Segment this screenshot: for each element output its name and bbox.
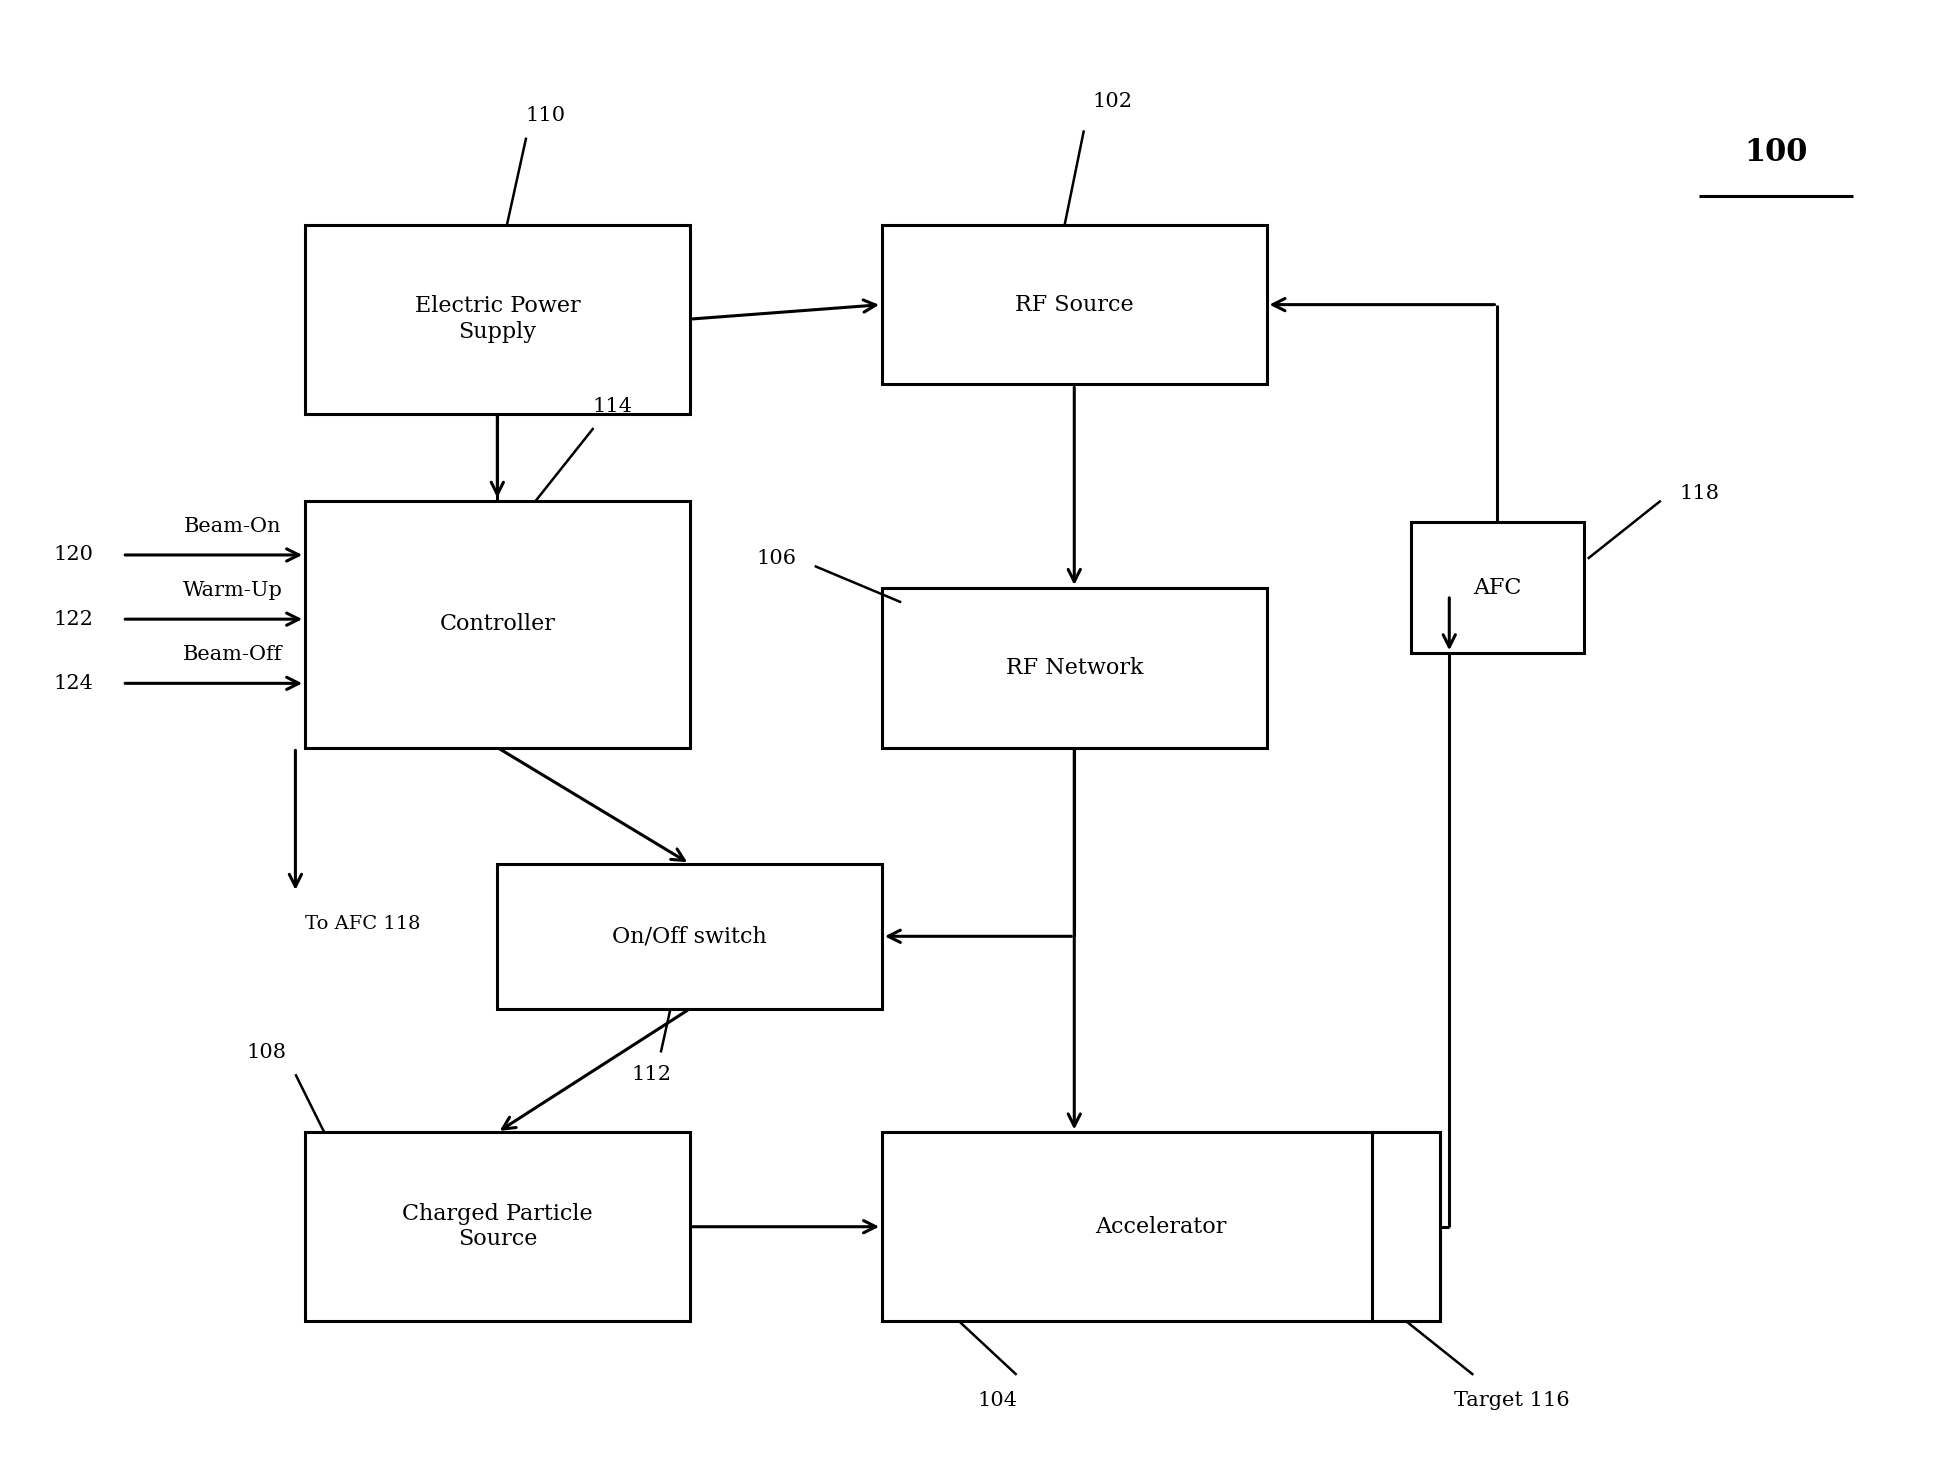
Text: Accelerator: Accelerator — [1094, 1215, 1226, 1237]
Text: To AFC 118: To AFC 118 — [304, 915, 420, 932]
Text: Charged Particle
Source: Charged Particle Source — [403, 1204, 593, 1250]
Text: 110: 110 — [525, 107, 566, 126]
Text: 108: 108 — [246, 1042, 287, 1061]
Text: 122: 122 — [54, 610, 93, 629]
Bar — [1371, 1132, 1439, 1321]
Text: 100: 100 — [1745, 136, 1807, 167]
Bar — [881, 1132, 1439, 1321]
Text: RF Source: RF Source — [1015, 293, 1133, 315]
Bar — [498, 863, 881, 1009]
Text: On/Off switch: On/Off switch — [612, 925, 767, 947]
Text: 104: 104 — [978, 1391, 1017, 1410]
Bar — [304, 501, 690, 748]
Text: RF Network: RF Network — [1005, 657, 1143, 679]
Bar — [1410, 522, 1584, 654]
Text: 102: 102 — [1092, 92, 1133, 111]
Text: Beam-On: Beam-On — [184, 517, 281, 537]
Text: 124: 124 — [54, 674, 93, 693]
Text: Target 116: Target 116 — [1455, 1391, 1569, 1410]
Text: 106: 106 — [755, 550, 796, 569]
Text: Warm-Up: Warm-Up — [182, 582, 283, 600]
Text: 120: 120 — [54, 545, 93, 564]
Bar — [304, 1132, 690, 1321]
Text: 114: 114 — [593, 397, 633, 416]
Bar — [304, 224, 690, 413]
Text: Beam-Off: Beam-Off — [184, 645, 283, 664]
Text: 118: 118 — [1679, 484, 1720, 503]
Text: AFC: AFC — [1474, 576, 1522, 598]
Bar — [881, 224, 1267, 384]
Text: Electric Power
Supply: Electric Power Supply — [415, 296, 581, 343]
Text: Controller: Controller — [440, 613, 556, 635]
Text: 112: 112 — [631, 1064, 672, 1083]
Bar — [881, 588, 1267, 748]
